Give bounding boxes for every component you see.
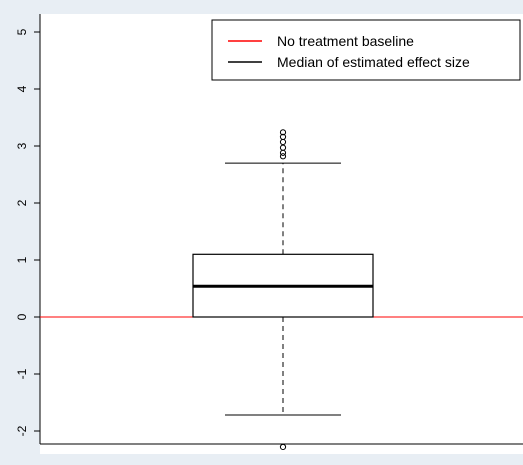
legend-label-median: Median of estimated effect size [277, 54, 470, 70]
box-layer [192, 129, 374, 451]
outlier-point [279, 144, 287, 151]
y-tick-label: -1 [15, 368, 29, 379]
y-tick-label: 0 [15, 313, 29, 320]
y-tick-label: 5 [15, 28, 29, 35]
y-tick-label: 4 [15, 85, 29, 92]
y-tick-label: 3 [15, 142, 29, 149]
y-tick-label: 1 [15, 256, 29, 263]
plot-panel [40, 14, 523, 454]
y-tick-label: -2 [15, 425, 29, 436]
legend-label-baseline: No treatment baseline [277, 33, 414, 49]
y-axis: -2 -1 0 1 2 3 4 5 [15, 28, 40, 436]
outlier-point [279, 133, 287, 140]
y-tick-label: 2 [15, 199, 29, 206]
outlier-point [279, 443, 287, 451]
legend: No treatment baseline Median of estimate… [211, 19, 521, 81]
legend-box [211, 19, 521, 81]
outlier-point [279, 153, 287, 160]
outlier-point [279, 129, 287, 136]
